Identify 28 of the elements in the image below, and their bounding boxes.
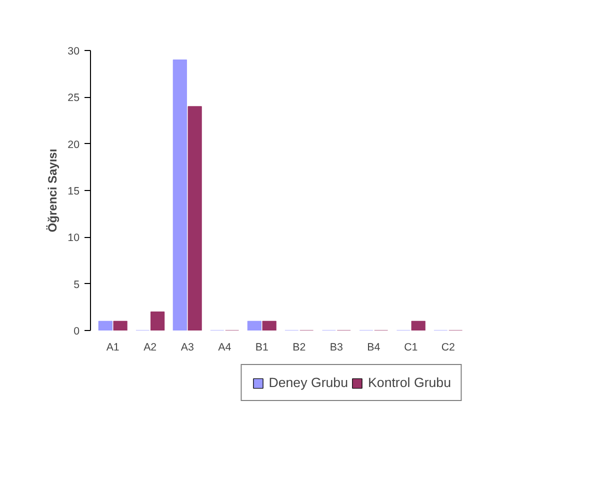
y-tick-label: 20 xyxy=(68,138,80,151)
x-tick-label: A2 xyxy=(144,342,157,354)
y-tick-label: 0 xyxy=(74,326,80,338)
y-tick-label: 30 xyxy=(68,46,80,58)
y-axis-title: Öğrenci Sayısı xyxy=(46,148,60,232)
bar xyxy=(188,106,202,330)
y-tick-label: 10 xyxy=(68,232,80,244)
bar xyxy=(247,320,262,330)
x-tick-label: A1 xyxy=(106,342,120,354)
x-tick-label: B3 xyxy=(330,342,343,354)
bar xyxy=(262,320,276,330)
x-tick-label: B4 xyxy=(367,342,380,354)
y-tick-label: 5 xyxy=(74,278,80,291)
x-tick-label: C1 xyxy=(404,342,418,354)
bar xyxy=(150,311,165,330)
x-tick-label: A3 xyxy=(180,342,194,354)
x-tick-label: B1 xyxy=(255,342,268,354)
x-tick-label: C2 xyxy=(441,342,456,354)
x-tick-label: A4 xyxy=(218,342,232,354)
bar xyxy=(411,320,426,330)
legend-label: Kontrol Grubu xyxy=(368,375,451,390)
bar xyxy=(98,320,112,330)
legend-label: Deney Grubu xyxy=(268,375,348,390)
y-tick-label: 25 xyxy=(68,92,80,104)
bar xyxy=(172,59,187,330)
bar xyxy=(113,320,128,330)
x-tick-label: B2 xyxy=(292,342,306,354)
y-tick-label: 15 xyxy=(68,186,80,198)
